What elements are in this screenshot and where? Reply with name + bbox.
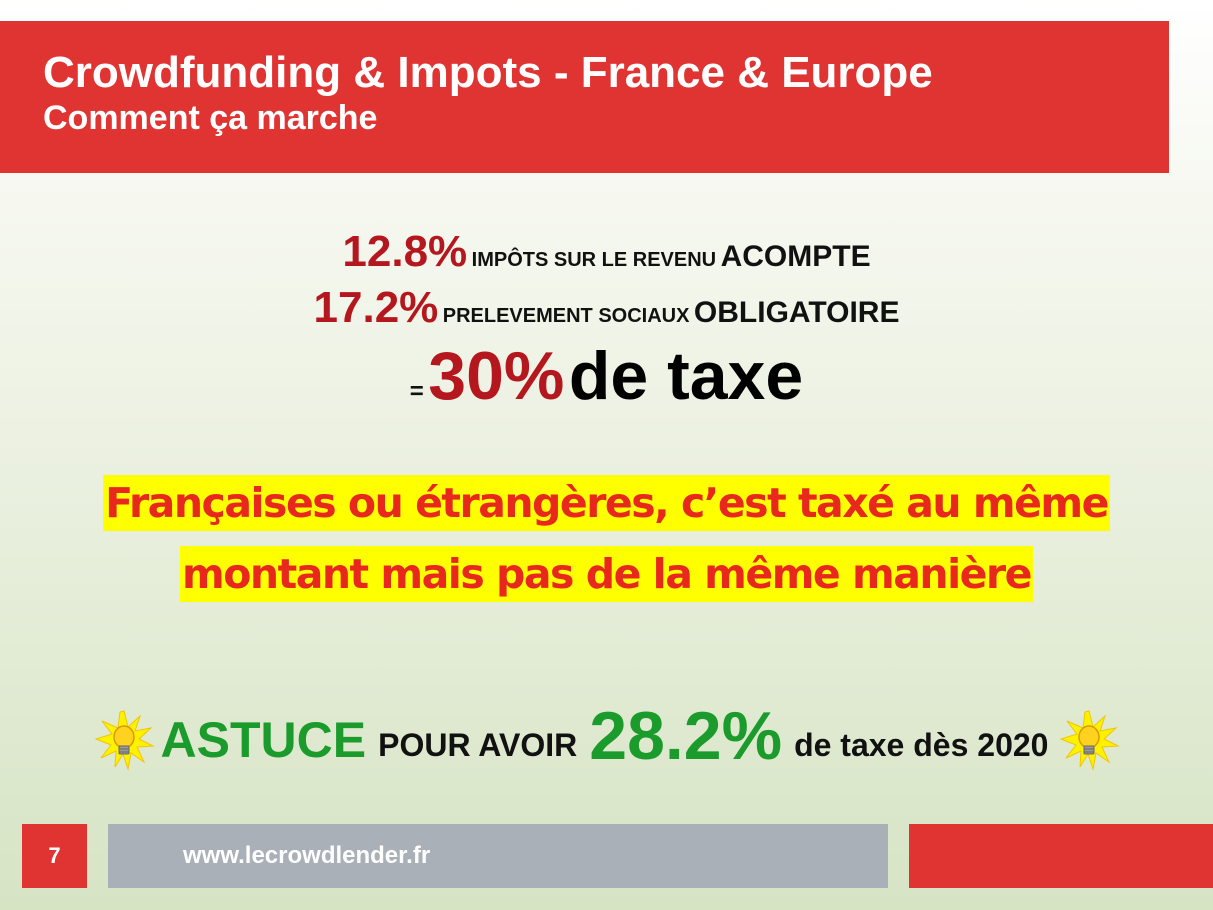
header-banner [0,21,1169,173]
tax-line-social: 17.2% PRELEVEMENT SOCIAUX OBLIGATOIRE [0,282,1213,344]
social-tax-qualifier: OBLIGATOIRE [693,296,900,329]
footer-url[interactable]: www.lecrowdlender.fr [183,842,431,869]
slide-title: Crowdfunding & Impots - France & Europe [43,48,933,97]
highlight-text-1: Françaises ou étrangères, c’est taxé au … [103,475,1110,531]
total-tax-label: de taxe [568,338,804,414]
equals-sign: = [409,378,424,405]
lightbulb-icon [1059,710,1121,771]
slide-subtitle: Comment ça marche [43,99,378,137]
astuce-word: ASTUCE [160,712,367,768]
pour-avoir-text: POUR AVOIR [378,726,578,763]
astuce-line: ASTUCE POUR AVOIR 28.2% de taxe dès 2020 [0,698,1213,780]
astuce-percent: 28.2% [589,698,783,774]
tax-line-total: = 30% de taxe [0,336,1213,435]
income-tax-qualifier: ACOMPTE [720,240,871,273]
income-tax-percent: 12.8% [342,227,468,276]
astuce-suffix: de taxe dès 2020 [794,726,1049,763]
social-tax-label: PRELEVEMENT SOCIAUX [442,305,690,327]
lightbulb-icon [94,710,155,771]
footer-url-bar: www.lecrowdlender.fr [108,824,888,888]
footer-red-block [909,824,1213,888]
highlight-line-1: Françaises ou étrangères, c’est taxé au … [0,470,1213,536]
page-number: 7 [22,824,87,888]
highlight-text-2: montant mais pas de la même manière [180,546,1033,602]
income-tax-label: IMPÔTS SUR LE REVENU [471,249,717,271]
total-tax-percent: 30% [428,338,565,414]
social-tax-percent: 17.2% [313,283,439,332]
highlight-line-2: montant mais pas de la même manière [0,541,1213,607]
tax-line-income: 12.8% IMPÔTS SUR LE REVENU ACOMPTE [0,226,1213,288]
